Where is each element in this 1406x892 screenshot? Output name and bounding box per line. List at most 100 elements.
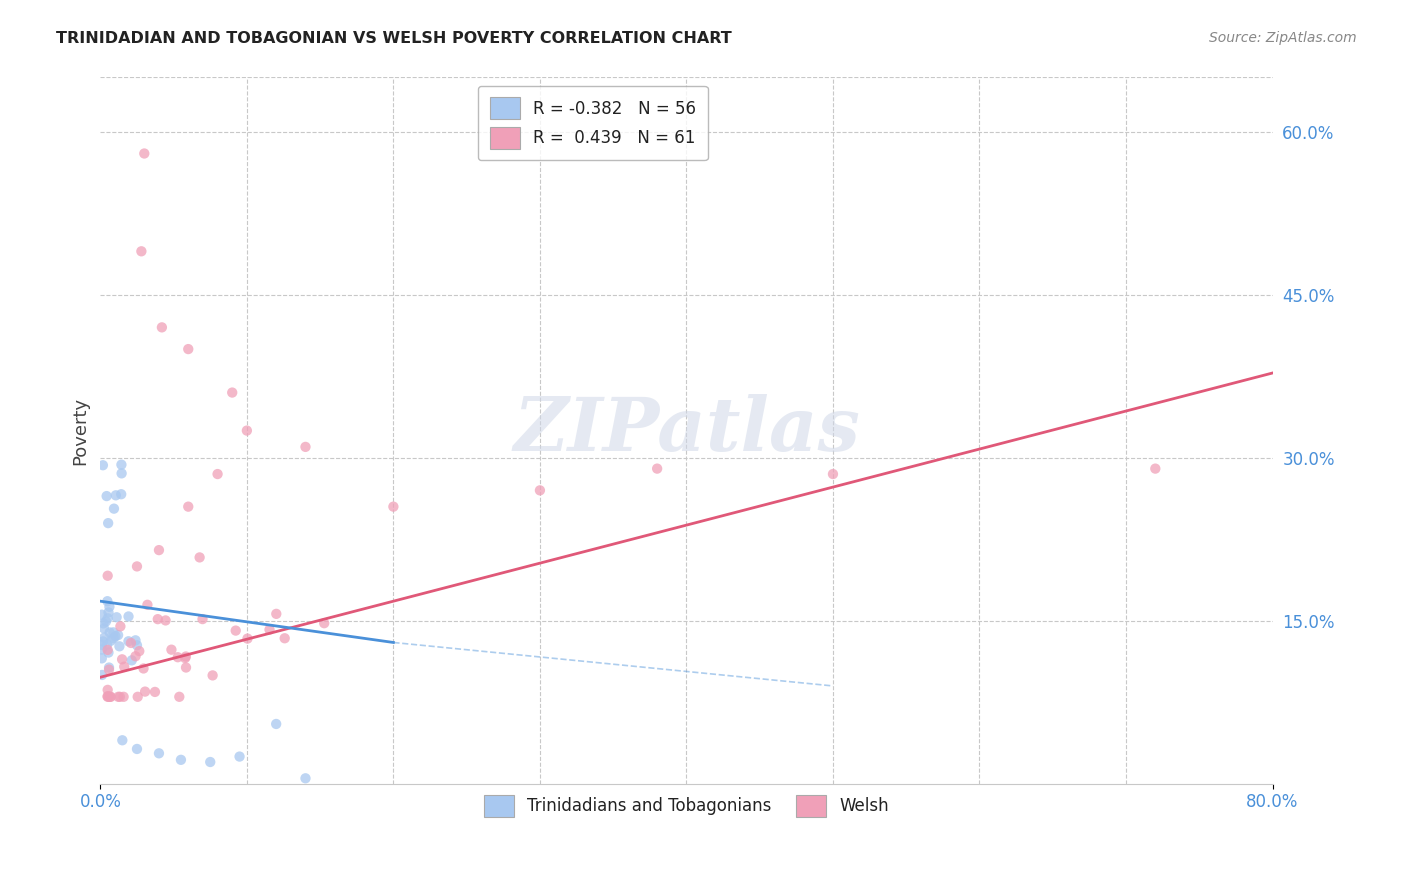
Point bbox=[529, 483, 551, 498]
Point bbox=[90, 651, 112, 665]
Point bbox=[645, 461, 668, 475]
Legend: Trinidadians and Tobagonians, Welsh: Trinidadians and Tobagonians, Welsh bbox=[475, 787, 897, 825]
Point bbox=[128, 644, 150, 658]
Point bbox=[169, 690, 191, 704]
Point bbox=[97, 690, 120, 704]
Point bbox=[97, 690, 120, 704]
Point bbox=[228, 749, 250, 764]
Point bbox=[108, 690, 131, 704]
Point bbox=[98, 663, 121, 677]
Point bbox=[266, 607, 288, 621]
Point bbox=[107, 690, 129, 704]
Point bbox=[143, 685, 166, 699]
Point bbox=[90, 642, 112, 657]
Point bbox=[120, 636, 142, 650]
Point bbox=[134, 684, 156, 698]
Point bbox=[97, 689, 120, 703]
Point bbox=[97, 682, 120, 697]
Text: ZIPatlas: ZIPatlas bbox=[513, 394, 860, 467]
Point bbox=[104, 488, 127, 502]
Point bbox=[90, 638, 112, 652]
Point bbox=[93, 621, 115, 635]
Point bbox=[1144, 461, 1167, 475]
Point bbox=[105, 610, 128, 624]
Point bbox=[201, 668, 224, 682]
Point bbox=[90, 607, 112, 622]
Point bbox=[314, 616, 336, 631]
Point bbox=[124, 633, 146, 648]
Point bbox=[111, 733, 134, 747]
Point bbox=[177, 342, 200, 356]
Point bbox=[110, 487, 132, 501]
Point bbox=[98, 625, 121, 640]
Point bbox=[96, 638, 118, 652]
Point bbox=[97, 516, 120, 530]
Point bbox=[110, 458, 132, 472]
Point bbox=[111, 652, 134, 666]
Point bbox=[821, 467, 844, 481]
Point bbox=[259, 623, 281, 637]
Point bbox=[200, 755, 222, 769]
Point bbox=[91, 668, 114, 682]
Point bbox=[103, 631, 125, 645]
Point bbox=[174, 660, 197, 674]
Point bbox=[98, 690, 121, 704]
Point bbox=[166, 650, 188, 665]
Point bbox=[264, 717, 287, 731]
Point bbox=[100, 633, 122, 648]
Point bbox=[91, 634, 114, 648]
Point bbox=[97, 568, 120, 582]
Point bbox=[97, 606, 120, 620]
Point bbox=[103, 625, 125, 640]
Point bbox=[236, 632, 259, 646]
Point bbox=[112, 690, 135, 704]
Text: Source: ZipAtlas.com: Source: ZipAtlas.com bbox=[1209, 31, 1357, 45]
Point bbox=[132, 661, 155, 675]
Point bbox=[148, 747, 170, 761]
Point bbox=[160, 642, 183, 657]
Point bbox=[236, 424, 259, 438]
Point bbox=[225, 624, 247, 638]
Point bbox=[100, 690, 122, 704]
Text: TRINIDADIAN AND TOBAGONIAN VS WELSH POVERTY CORRELATION CHART: TRINIDADIAN AND TOBAGONIAN VS WELSH POVE… bbox=[56, 31, 733, 46]
Point bbox=[110, 619, 132, 633]
Point bbox=[148, 543, 170, 558]
Point bbox=[177, 500, 200, 514]
Y-axis label: Poverty: Poverty bbox=[72, 397, 89, 465]
Point bbox=[127, 690, 149, 704]
Point bbox=[96, 489, 118, 503]
Point bbox=[155, 614, 177, 628]
Point bbox=[112, 659, 135, 673]
Point bbox=[188, 550, 211, 565]
Point bbox=[191, 612, 214, 626]
Point bbox=[131, 244, 153, 259]
Point bbox=[382, 500, 405, 514]
Point bbox=[93, 616, 115, 631]
Point bbox=[170, 753, 193, 767]
Point bbox=[98, 599, 121, 614]
Point bbox=[104, 629, 127, 643]
Point bbox=[107, 628, 129, 642]
Point bbox=[97, 611, 120, 625]
Point bbox=[273, 632, 295, 646]
Point bbox=[97, 646, 120, 660]
Point bbox=[294, 772, 316, 786]
Point bbox=[117, 634, 139, 648]
Point bbox=[125, 742, 148, 756]
Point bbox=[94, 615, 117, 629]
Point bbox=[91, 458, 114, 473]
Point bbox=[97, 643, 120, 657]
Point bbox=[174, 649, 197, 664]
Point bbox=[150, 320, 173, 334]
Point bbox=[221, 385, 243, 400]
Point bbox=[174, 651, 197, 665]
Point bbox=[146, 612, 169, 626]
Point bbox=[110, 467, 132, 481]
Point bbox=[207, 467, 229, 481]
Point bbox=[93, 631, 115, 645]
Point bbox=[134, 146, 156, 161]
Point bbox=[103, 501, 125, 516]
Point bbox=[136, 598, 159, 612]
Point bbox=[124, 649, 146, 664]
Point bbox=[108, 640, 131, 654]
